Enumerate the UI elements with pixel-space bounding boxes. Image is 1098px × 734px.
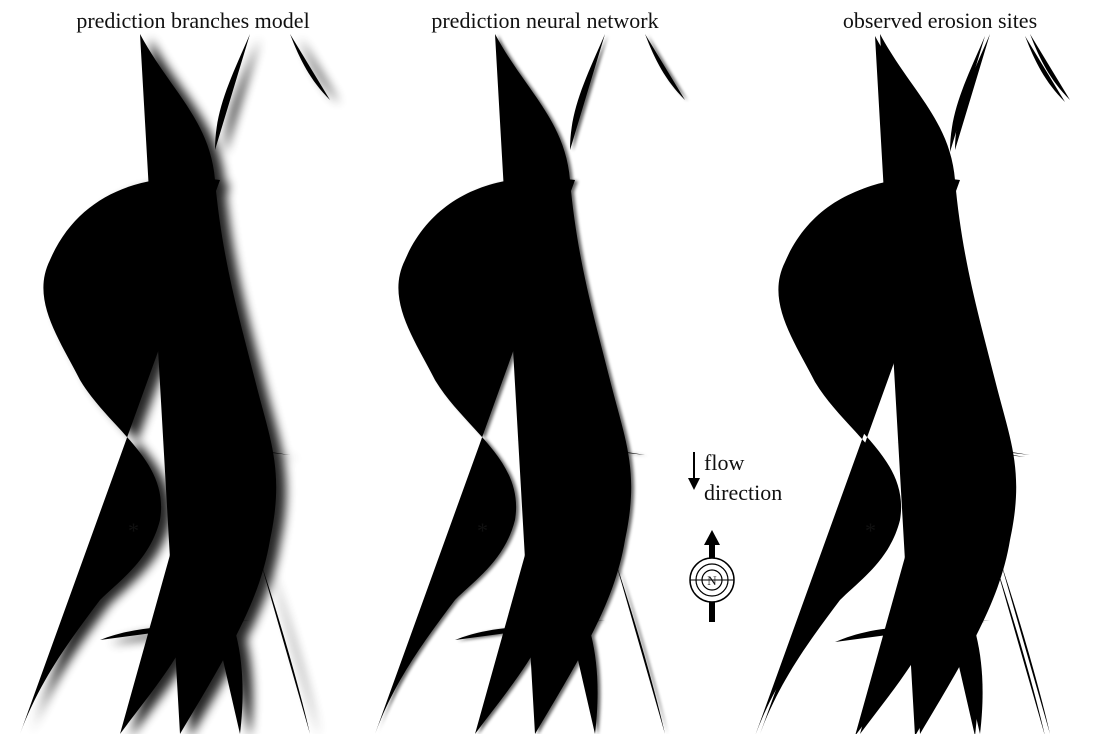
flow-arrow xyxy=(688,452,700,490)
panel-title: observed erosion sites xyxy=(843,8,1037,33)
flow-label: direction xyxy=(704,480,782,505)
panel-title: prediction branches model xyxy=(76,8,309,33)
map-panel xyxy=(20,34,340,734)
north-label: N xyxy=(707,573,717,588)
map-panel xyxy=(375,34,688,734)
site-marker: * xyxy=(865,518,876,543)
site-marker: * xyxy=(477,518,488,543)
panel-title: prediction neural network xyxy=(431,8,658,33)
map-panel xyxy=(755,34,1070,734)
compass xyxy=(689,530,735,622)
site-marker: * xyxy=(128,518,139,543)
flow-label: flow xyxy=(704,450,744,475)
